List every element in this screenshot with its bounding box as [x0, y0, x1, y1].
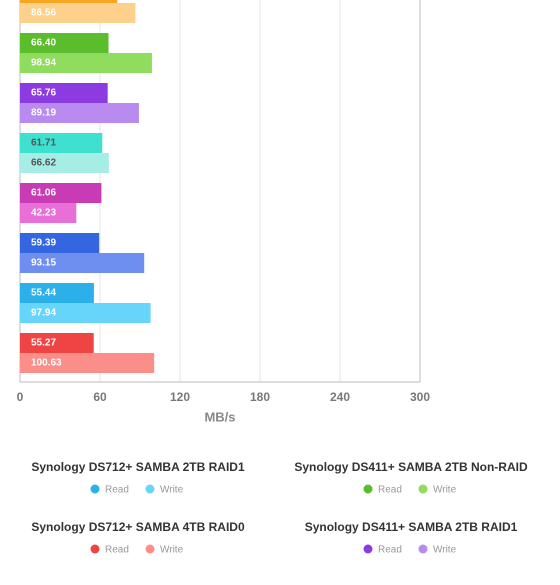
value-label: 100.63 [31, 358, 62, 369]
x-tick-label: 180 [250, 390, 270, 404]
legend-label: Write [160, 545, 184, 556]
bar [20, 303, 151, 323]
x-tick-label: 60 [93, 390, 107, 404]
bar [20, 133, 103, 153]
x-tick-label: 300 [410, 390, 430, 404]
legend-title: Synology DS411+ SAMBA 2TB RAID1 [305, 520, 518, 534]
legend-marker [363, 484, 373, 494]
legend-label: Read [378, 545, 402, 556]
legend-label: Write [433, 485, 457, 496]
bar [20, 53, 152, 73]
value-label: 55.27 [31, 338, 56, 349]
value-label: 98.94 [31, 58, 56, 69]
bar [20, 333, 94, 353]
x-tick-label: 240 [330, 390, 350, 404]
legend-title: Synology DS712+ SAMBA 4TB RAID0 [31, 520, 245, 534]
legend-label: Read [105, 485, 129, 496]
value-label: 97.94 [31, 308, 56, 319]
value-label: 55.44 [31, 288, 56, 299]
legend-marker [363, 544, 373, 554]
legend-label: Write [160, 485, 184, 496]
bar [20, 183, 102, 203]
legend-title: Synology DS712+ SAMBA 2TB RAID1 [31, 460, 245, 474]
bar [20, 153, 109, 173]
bar [20, 233, 100, 253]
bar [20, 3, 136, 23]
value-label: 66.40 [31, 38, 56, 49]
x-tick-label: 120 [170, 390, 190, 404]
bar [20, 203, 77, 223]
x-axis-label: MB/s [204, 409, 235, 424]
value-label: 65.76 [31, 88, 56, 99]
bar [20, 103, 139, 123]
bar [20, 253, 145, 273]
bar [20, 33, 109, 53]
legend-title: Synology DS411+ SAMBA 2TB Non-RAID [294, 460, 528, 474]
bar [20, 353, 155, 373]
legend-marker [418, 544, 428, 554]
value-label: 89.19 [31, 108, 56, 119]
bar [20, 283, 94, 303]
x-tick-label: 0 [17, 390, 24, 404]
legend-marker [90, 484, 100, 494]
value-label: 59.39 [31, 238, 56, 249]
value-label: 93.15 [31, 258, 56, 269]
value-label: 61.71 [31, 138, 56, 149]
value-label: 66.62 [31, 158, 56, 169]
bar [20, 0, 118, 3]
legend-marker [145, 544, 155, 554]
value-label: 86.56 [31, 8, 56, 19]
value-label: 61.06 [31, 188, 56, 199]
bar [20, 83, 108, 103]
legend-marker [145, 484, 155, 494]
legend-label: Read [105, 545, 129, 556]
value-label: 42.23 [31, 208, 56, 219]
legend-marker [418, 484, 428, 494]
legend-label: Write [433, 545, 457, 556]
legend-label: Read [378, 485, 402, 496]
legend-marker [90, 544, 100, 554]
